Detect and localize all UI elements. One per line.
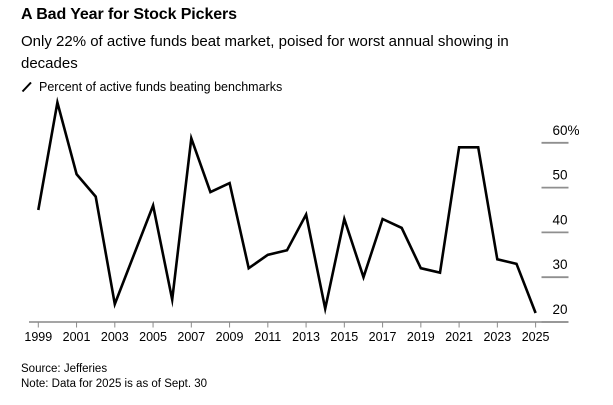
x-axis-label-2011: 2011 — [254, 330, 281, 344]
y-axis-label-50: 50 — [553, 168, 568, 183]
note-line: Note: Data for 2025 is as of Sept. 30 — [21, 378, 208, 390]
y-axis-label-60: 60% — [553, 123, 580, 138]
x-axis-label-2019: 2019 — [407, 330, 435, 344]
x-axis-label-2013: 2013 — [292, 330, 320, 344]
y-axis-label-30: 30 — [553, 257, 568, 272]
x-axis-label-2007: 2007 — [177, 330, 205, 344]
legend-line-marker-icon — [21, 81, 33, 93]
x-axis-label-2017: 2017 — [369, 330, 397, 344]
y-axis-label-20: 20 — [553, 302, 568, 317]
x-axis-label-2021: 2021 — [445, 330, 473, 344]
x-axis-label-2005: 2005 — [139, 330, 167, 344]
x-axis-label-2001: 2001 — [63, 330, 91, 344]
legend-label: Percent of active funds beating benchmar… — [39, 80, 283, 94]
chart-subtitle: Only 22% of active funds beat market, po… — [21, 33, 509, 72]
chart-title: A Bad Year for Stock Pickers — [21, 6, 237, 23]
y-axis-label-40: 40 — [553, 212, 568, 227]
x-axis-label-2009: 2009 — [216, 330, 244, 344]
source-line: Source: Jefferies — [21, 363, 108, 375]
x-axis-label-2023: 2023 — [483, 330, 511, 344]
x-axis-label-2015: 2015 — [330, 330, 358, 344]
x-axis-label-2025: 2025 — [522, 330, 550, 344]
x-axis-label-2003: 2003 — [101, 330, 129, 344]
chart-legend: Percent of active funds beating benchmar… — [21, 80, 282, 94]
data-line — [37, 96, 537, 315]
chart-footer: Source: Jefferies Note: Data for 2025 is… — [21, 362, 207, 392]
x-axis-label-1999: 1999 — [24, 330, 52, 344]
